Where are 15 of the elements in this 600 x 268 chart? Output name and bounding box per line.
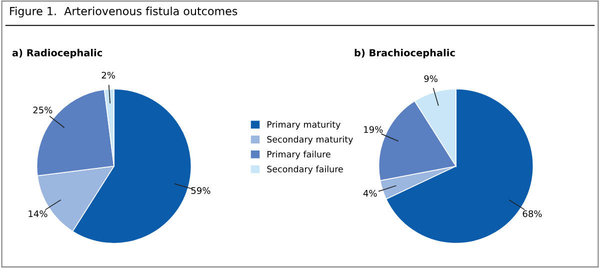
data-label: 2% (102, 72, 115, 79)
chart-title: a) Radiocephalic (12, 48, 102, 58)
data-label: 68% (522, 210, 542, 218)
data-label: 25% (33, 106, 52, 114)
legend-label: Primary maturity (267, 121, 340, 130)
data-label: 4% (363, 190, 377, 197)
data-label: 9% (424, 75, 438, 82)
data-label: 59% (191, 187, 210, 194)
data-label: 14% (28, 210, 48, 218)
data-label: 19% (364, 126, 383, 133)
legend-label: Secondary maturity (267, 136, 353, 144)
caption: Figure 1. Arteriovenous fistula outcomes (10, 6, 238, 18)
legend-label: Primary failure (267, 150, 330, 160)
chart-title: b) Brachiocephalic (354, 48, 455, 58)
legend-label: Secondary failure (267, 166, 343, 174)
